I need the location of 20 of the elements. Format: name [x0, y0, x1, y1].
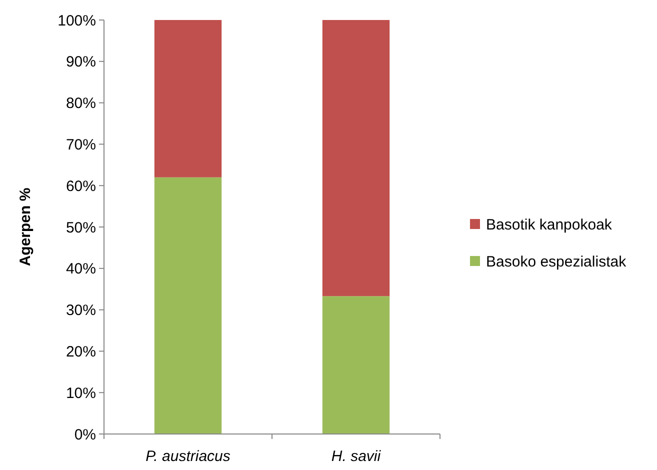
bar — [322, 20, 390, 296]
y-tick-label: 20% — [66, 343, 96, 360]
y-tick-label: 60% — [66, 178, 96, 195]
bar — [154, 177, 222, 434]
y-tick-label: 50% — [66, 219, 96, 236]
y-tick-label: 40% — [66, 260, 96, 278]
legend-label: Basotik kanpokoak — [486, 216, 612, 234]
x-tick-label: P. austriacus — [146, 448, 231, 465]
y-tick-label: 10% — [66, 384, 96, 402]
y-tick-label: 80% — [66, 95, 96, 112]
y-tick-label: 100% — [58, 12, 96, 30]
legend-label: Basoko espezialistak — [486, 253, 627, 270]
y-tick-label: 30% — [66, 302, 96, 320]
x-tick-label: H. savii — [331, 448, 382, 465]
y-tick-label: 0% — [74, 426, 96, 444]
bar — [154, 20, 222, 178]
y-tick-label: 90% — [66, 54, 96, 71]
bar — [322, 296, 390, 434]
y-axis-title: Agerpen % — [17, 188, 34, 266]
y-tick-label: 70% — [66, 136, 96, 154]
